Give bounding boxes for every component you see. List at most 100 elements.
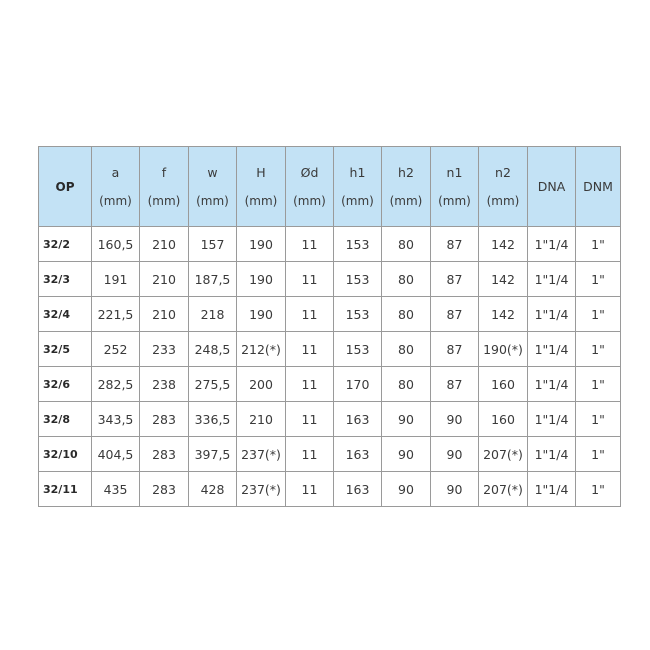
value-cell: 1"1/4 <box>527 261 576 297</box>
model-cell: 32/5 <box>38 331 92 367</box>
value-cell: 1"1/4 <box>527 226 576 262</box>
value-cell: 163 <box>333 401 382 437</box>
value-cell: 190 <box>236 261 286 297</box>
column-header-3: f (mm) <box>139 146 189 227</box>
value-cell: 90 <box>381 471 431 507</box>
value-cell: 11 <box>285 261 334 297</box>
column-header-1: OP <box>38 146 92 227</box>
value-cell: 248,5 <box>188 331 237 367</box>
column-header-11: DNA <box>527 146 576 227</box>
column-header-2: a (mm) <box>91 146 140 227</box>
value-cell: 153 <box>333 226 382 262</box>
model-cell: 32/8 <box>38 401 92 437</box>
value-cell: 210 <box>139 226 189 262</box>
value-cell: 1"1/4 <box>527 471 576 507</box>
column-unit: (mm) <box>293 194 326 208</box>
model-cell: 32/11 <box>38 471 92 507</box>
column-name: h1 <box>349 165 366 180</box>
value-cell: 142 <box>478 261 528 297</box>
value-cell: 90 <box>430 436 479 472</box>
value-cell: 1"1/4 <box>527 296 576 332</box>
value-cell: 275,5 <box>188 366 237 402</box>
value-cell: 1" <box>575 436 621 472</box>
value-cell: 87 <box>430 261 479 297</box>
value-cell: 157 <box>188 226 237 262</box>
column-name: OP <box>55 179 75 194</box>
column-header-7: h1 (mm) <box>333 146 382 227</box>
column-header-4: w (mm) <box>188 146 237 227</box>
value-cell: 282,5 <box>91 366 140 402</box>
value-cell: 207(*) <box>478 436 528 472</box>
table-row: 32/5 252 233 248,5 212(*) 11 153 80 87 190(*) 1"1/… <box>38 331 621 367</box>
value-cell: 190 <box>236 296 286 332</box>
value-cell: 87 <box>430 366 479 402</box>
value-cell: 221,5 <box>91 296 140 332</box>
value-cell: 11 <box>285 401 334 437</box>
value-cell: 87 <box>430 226 479 262</box>
header-row: OP a (mm) f (mm) w (mm) H (mm) Ød (mm) h1 (mm) h2 (mm)… <box>38 146 621 227</box>
value-cell: 142 <box>478 296 528 332</box>
value-cell: 1"1/4 <box>527 436 576 472</box>
value-cell: 397,5 <box>188 436 237 472</box>
value-cell: 1"1/4 <box>527 401 576 437</box>
value-cell: 153 <box>333 296 382 332</box>
value-cell: 170 <box>333 366 382 402</box>
table-row: 32/3 191 210 187,5 190 11 153 80 87 142 1"1/4 1" <box>38 261 621 297</box>
value-cell: 283 <box>139 471 189 507</box>
value-cell: 160 <box>478 366 528 402</box>
table-row: 32/4 221,5 210 218 190 11 153 80 87 142 1"1/4 1" <box>38 296 621 332</box>
value-cell: 233 <box>139 331 189 367</box>
value-cell: 80 <box>381 331 431 367</box>
value-cell: 283 <box>139 436 189 472</box>
value-cell: 90 <box>381 436 431 472</box>
value-cell: 207(*) <box>478 471 528 507</box>
value-cell: 1" <box>575 366 621 402</box>
value-cell: 187,5 <box>188 261 237 297</box>
value-cell: 87 <box>430 296 479 332</box>
table-row: 32/11 435 283 428 237(*) 11 163 90 90 207(*) 1"1/4… <box>38 471 621 507</box>
value-cell: 11 <box>285 436 334 472</box>
table-row: 32/10 404,5 283 397,5 237(*) 11 163 90 90 207(*) 1… <box>38 436 621 472</box>
value-cell: 283 <box>139 401 189 437</box>
value-cell: 218 <box>188 296 237 332</box>
column-unit: (mm) <box>486 194 520 208</box>
value-cell: 11 <box>285 296 334 332</box>
value-cell: 11 <box>285 471 334 507</box>
value-cell: 428 <box>188 471 237 507</box>
model-cell: 32/2 <box>38 226 92 262</box>
value-cell: 163 <box>333 471 382 507</box>
value-cell: 160,5 <box>91 226 140 262</box>
value-cell: 238 <box>139 366 189 402</box>
value-cell: 90 <box>381 401 431 437</box>
column-unit: (mm) <box>196 194 229 208</box>
column-name: DNA <box>537 179 566 194</box>
model-cell: 32/4 <box>38 296 92 332</box>
column-name: DNM <box>583 179 613 194</box>
column-name: a <box>111 165 120 180</box>
value-cell: 1"1/4 <box>527 331 576 367</box>
value-cell: 343,5 <box>91 401 140 437</box>
value-cell: 1"1/4 <box>527 366 576 402</box>
model-cell: 32/10 <box>38 436 92 472</box>
column-name: n2 <box>495 165 511 180</box>
value-cell: 11 <box>285 366 334 402</box>
value-cell: 210 <box>139 261 189 297</box>
value-cell: 153 <box>333 331 382 367</box>
column-unit: (mm) <box>244 194 278 208</box>
value-cell: 190(*) <box>478 331 528 367</box>
value-cell: 80 <box>381 296 431 332</box>
column-name: n1 <box>446 165 463 180</box>
value-cell: 1" <box>575 296 621 332</box>
value-cell: 1" <box>575 401 621 437</box>
column-header-5: H (mm) <box>236 146 286 227</box>
value-cell: 80 <box>381 226 431 262</box>
value-cell: 1" <box>575 331 621 367</box>
value-cell: 237(*) <box>236 436 286 472</box>
value-cell: 90 <box>430 471 479 507</box>
value-cell: 404,5 <box>91 436 140 472</box>
value-cell: 142 <box>478 226 528 262</box>
column-name: w <box>207 165 218 180</box>
column-name: h2 <box>398 165 414 180</box>
value-cell: 252 <box>91 331 140 367</box>
value-cell: 80 <box>381 261 431 297</box>
